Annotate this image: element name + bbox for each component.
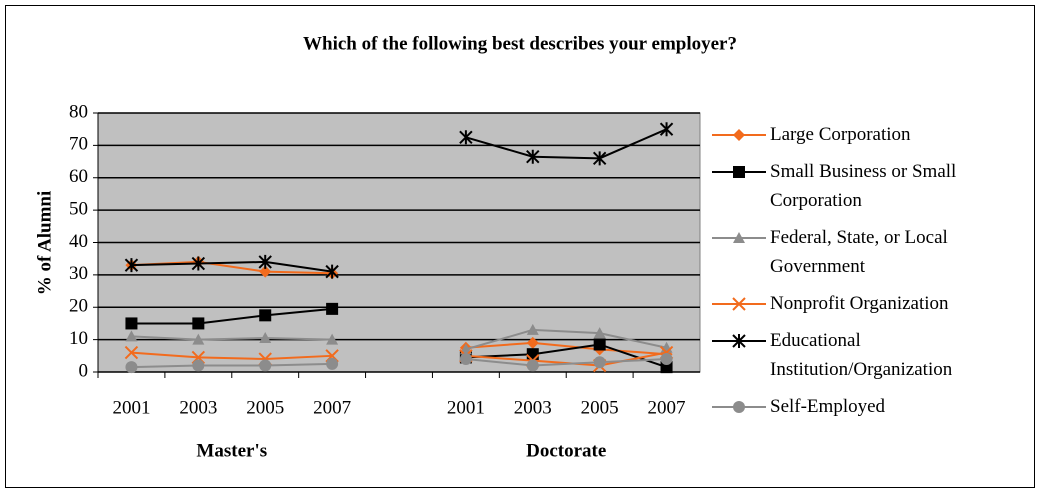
marker <box>733 232 745 243</box>
marker <box>259 332 272 344</box>
marker <box>733 166 745 178</box>
legend-swatch <box>712 401 766 413</box>
marker <box>659 122 674 137</box>
marker <box>459 130 473 145</box>
marker <box>191 256 206 271</box>
y-tick-label: 30 <box>69 263 88 284</box>
y-tick-label: 0 <box>79 360 89 381</box>
legend-swatch <box>712 334 766 348</box>
legend-item: Small Business or Small Corporation <box>712 157 1032 215</box>
y-axis-label: % of Alumni <box>34 191 55 296</box>
marker <box>125 361 138 374</box>
legend-label: Large Corporation <box>770 124 911 145</box>
y-tick-label: 40 <box>69 231 88 252</box>
legend-item: Large Corporation <box>712 120 1032 149</box>
legend-label: Small Business or Small Corporation <box>770 161 957 211</box>
series-line <box>131 358 667 369</box>
marker <box>526 323 539 335</box>
marker <box>259 359 272 372</box>
marker <box>660 353 673 366</box>
marker <box>459 353 472 366</box>
y-tick-label: 60 <box>69 166 88 187</box>
marker <box>258 254 272 269</box>
series-line <box>131 328 667 351</box>
legend-label: Nonprofit Organization <box>770 293 949 314</box>
x-tick-label: 2003 <box>179 397 217 418</box>
y-tick-label: 10 <box>69 328 88 349</box>
legend-label: Federal, State, or Local Government <box>770 227 948 277</box>
legend-swatch <box>712 166 766 178</box>
legend-label: Self-Employed <box>770 396 886 417</box>
x-tick-label: 2005 <box>246 397 284 418</box>
legend-item: Self-Employed <box>712 392 1032 421</box>
chart-title: Which of the following best describes yo… <box>303 33 737 54</box>
legend-item: Federal, State, or Local Government <box>712 223 1032 281</box>
y-tick-label: 80 <box>69 101 88 122</box>
group-label: Master's <box>196 440 267 461</box>
marker <box>125 317 138 330</box>
legend-swatch <box>712 297 766 311</box>
marker <box>732 334 746 348</box>
x-tick-label: 2003 <box>514 397 552 418</box>
marker <box>124 258 139 273</box>
marker <box>192 333 205 345</box>
marker <box>526 149 540 164</box>
legend-swatch <box>712 129 766 141</box>
marker <box>326 333 339 345</box>
y-tick-label: 70 <box>69 134 88 155</box>
marker <box>192 359 205 372</box>
legend-item: Nonprofit Organization <box>712 289 1032 318</box>
x-tick-label: 2007 <box>313 397 351 418</box>
legend-swatch <box>712 232 766 243</box>
marker <box>593 327 606 339</box>
series-line <box>131 307 667 369</box>
marker <box>732 297 746 311</box>
x-tick-label: 2007 <box>648 397 686 418</box>
x-tick-label: 2001 <box>447 397 485 418</box>
marker <box>326 302 339 315</box>
y-tick-label: 50 <box>69 198 88 219</box>
series-line <box>131 128 667 273</box>
marker <box>592 151 607 166</box>
marker <box>326 357 339 370</box>
marker <box>192 317 205 330</box>
legend: Large Corporation Small Business or Small… <box>712 120 1032 429</box>
marker <box>125 330 138 342</box>
marker <box>733 129 745 141</box>
marker <box>259 309 272 322</box>
marker <box>733 401 745 413</box>
marker <box>593 338 606 351</box>
marker <box>325 264 339 279</box>
y-tick-label: 20 <box>69 296 88 317</box>
x-tick-label: 2001 <box>112 397 150 418</box>
group-label: Doctorate <box>526 440 606 461</box>
marker <box>526 348 539 361</box>
legend-label: Educational Institution/Organization <box>770 330 953 380</box>
marker <box>526 336 539 349</box>
legend-item: Educational Institution/Organization <box>712 326 1032 384</box>
marker <box>526 359 539 372</box>
x-tick-label: 2005 <box>581 397 619 418</box>
marker <box>593 356 606 369</box>
marker <box>259 265 272 278</box>
marker <box>124 345 139 360</box>
